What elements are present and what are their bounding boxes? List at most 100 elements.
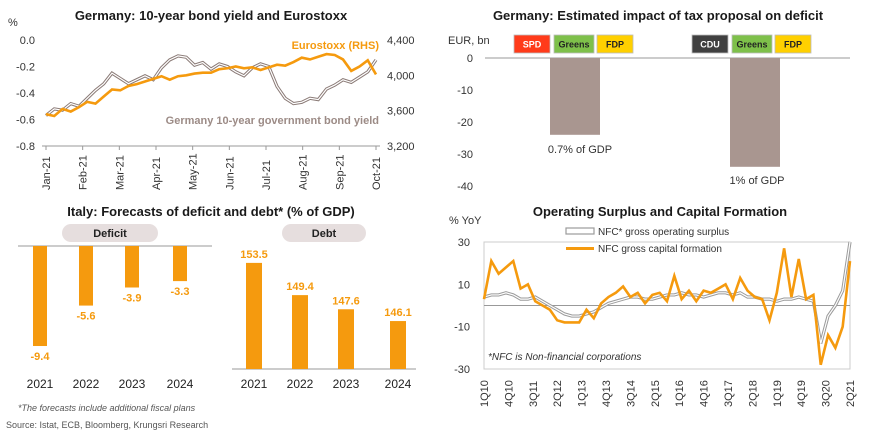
party-box-greens xyxy=(731,34,773,54)
y-tick-label: -0.4 xyxy=(16,88,35,100)
y-tick-label: -0.8 xyxy=(16,141,35,153)
impact-bar xyxy=(550,58,600,135)
y-axis-label: EUR, bn xyxy=(448,35,490,47)
deficit-data-label: -3.3 xyxy=(171,286,190,298)
x-tick-label: 3Q20 xyxy=(821,380,833,407)
party-label-spd: SPD xyxy=(523,40,542,50)
x-tick-label: 3Q11 xyxy=(528,381,540,407)
y-tick-label: -10 xyxy=(457,85,473,97)
bond-eurostoxx-chart: Germany: 10-year bond yield and Eurostox… xyxy=(8,8,415,190)
x-tick-label: Jul-21 xyxy=(261,160,273,190)
impact-bar xyxy=(730,58,780,167)
tax-impact-chart: Germany: Estimated impact of tax proposa… xyxy=(448,8,850,193)
x-tick-label: 3Q14 xyxy=(625,380,637,407)
debt-bar xyxy=(338,309,354,369)
operating-surplus-line-outline xyxy=(483,241,852,345)
annotation-note: *NFC is Non-financial corporations xyxy=(488,352,641,363)
party-box-greens xyxy=(553,34,595,54)
footnote: *The forecasts include additional fiscal… xyxy=(18,403,196,413)
eurostoxx-line xyxy=(45,52,378,118)
y-tick-label: -10 xyxy=(454,322,470,334)
x-tick-label: 4Q16 xyxy=(699,380,711,407)
y2-tick-label: 4,000 xyxy=(387,70,415,82)
debt-bar xyxy=(390,321,406,369)
y-tick-label: 0 xyxy=(467,53,473,65)
y-tick-label: 0.0 xyxy=(20,35,35,47)
deficit-data-label: -5.6 xyxy=(77,311,96,323)
bond-yield-legend-label: Germany 10-year government bond yield xyxy=(166,115,379,127)
debt-data-label: 149.4 xyxy=(286,281,314,293)
deficit-bar xyxy=(33,246,47,347)
x-tick-label: 2Q18 xyxy=(747,380,759,407)
source-note: Source: Istat, ECB, Bloomberg, Krungsri … xyxy=(6,420,209,430)
legend-swatch-capital-formation xyxy=(566,247,594,250)
x-tick-label: Aug-21 xyxy=(298,155,310,190)
bond-yield-line xyxy=(45,55,377,116)
x-tick-label: Mar-21 xyxy=(114,155,126,190)
x-tick-label: Oct-21 xyxy=(371,157,383,190)
x-tick-label: 2022 xyxy=(287,377,314,391)
y-tick-label: -0.6 xyxy=(16,115,35,127)
x-tick-label: 2022 xyxy=(73,377,100,391)
x-tick-label: Sep-21 xyxy=(334,155,346,190)
deficit-bar xyxy=(173,246,187,282)
deficit-data-label: -9.4 xyxy=(31,351,51,363)
debt-data-label: 153.5 xyxy=(240,249,268,261)
x-tick-label: 2023 xyxy=(119,377,146,391)
x-tick-label: 2Q12 xyxy=(552,380,564,407)
x-tick-label: 2024 xyxy=(385,377,412,391)
x-tick-label: May-21 xyxy=(188,153,200,190)
y-axis-label: % YoY xyxy=(449,215,482,227)
x-tick-label: 1Q10 xyxy=(479,380,491,407)
x-tick-label: 2Q15 xyxy=(650,380,662,407)
party-box-fdp xyxy=(774,34,812,54)
chart-title: Operating Surplus and Capital Formation xyxy=(533,204,787,219)
deficit-data-label: -3.9 xyxy=(123,292,142,304)
x-tick-label: 2Q21 xyxy=(845,380,857,407)
y-tick-label: -0.2 xyxy=(16,62,35,74)
operating-surplus-chart: Operating Surplus and Capital Formation%… xyxy=(449,204,857,407)
y2-tick-label: 3,200 xyxy=(387,141,415,153)
legend-label-operating-surplus: NFC* gross operating surplus xyxy=(598,227,729,238)
x-tick-label: 2021 xyxy=(241,377,268,391)
y-tick-label: 30 xyxy=(458,237,470,249)
x-tick-label: 2021 xyxy=(27,377,54,391)
impact-bar-label: 0.7% of GDP xyxy=(548,144,612,156)
debt-data-label: 146.1 xyxy=(384,307,412,319)
x-tick-label: 3Q17 xyxy=(723,380,735,407)
capital-formation-line xyxy=(482,248,852,366)
chart-title: Germany: 10-year bond yield and Eurostox… xyxy=(75,8,348,23)
chart-title: Italy: Forecasts of deficit and debt* (%… xyxy=(67,204,354,219)
deficit-bar xyxy=(79,246,93,306)
party-label-cdu: CDU xyxy=(700,40,720,50)
y-tick-label: -30 xyxy=(454,364,470,376)
party-box-cdu xyxy=(691,34,729,54)
x-tick-label: 4Q13 xyxy=(601,380,613,407)
party-label-fdp: FDP xyxy=(606,40,624,50)
debt-bar xyxy=(246,262,262,369)
party-label-greens: Greens xyxy=(736,40,767,50)
party-box-fdp xyxy=(596,34,634,54)
panel-label: Debt xyxy=(312,228,337,240)
x-tick-label: 1Q19 xyxy=(772,380,784,407)
x-tick-label: 2023 xyxy=(333,377,360,391)
y-tick-label: -30 xyxy=(457,149,473,161)
x-tick-label: 2024 xyxy=(167,377,194,391)
x-tick-label: 4Q19 xyxy=(796,380,808,407)
party-box-spd xyxy=(513,34,551,54)
x-tick-label: Jan-21 xyxy=(41,156,53,190)
party-label-greens: Greens xyxy=(558,40,589,50)
legend-swatch-operating-surplus xyxy=(565,227,595,235)
x-tick-label: Jun-21 xyxy=(224,156,236,190)
impact-bar-label: 1% of GDP xyxy=(729,175,784,187)
y2-tick-label: 3,600 xyxy=(387,106,415,118)
debt-data-label: 147.6 xyxy=(332,295,360,307)
panel-label: Deficit xyxy=(93,228,127,240)
y-tick-label: -40 xyxy=(457,181,473,193)
y-tick-label: -20 xyxy=(457,117,473,129)
x-tick-label: Apr-21 xyxy=(151,157,163,190)
y-tick-label: 10 xyxy=(458,279,470,291)
panel-pill xyxy=(62,224,158,242)
chart-title: Germany: Estimated impact of tax proposa… xyxy=(493,8,824,23)
